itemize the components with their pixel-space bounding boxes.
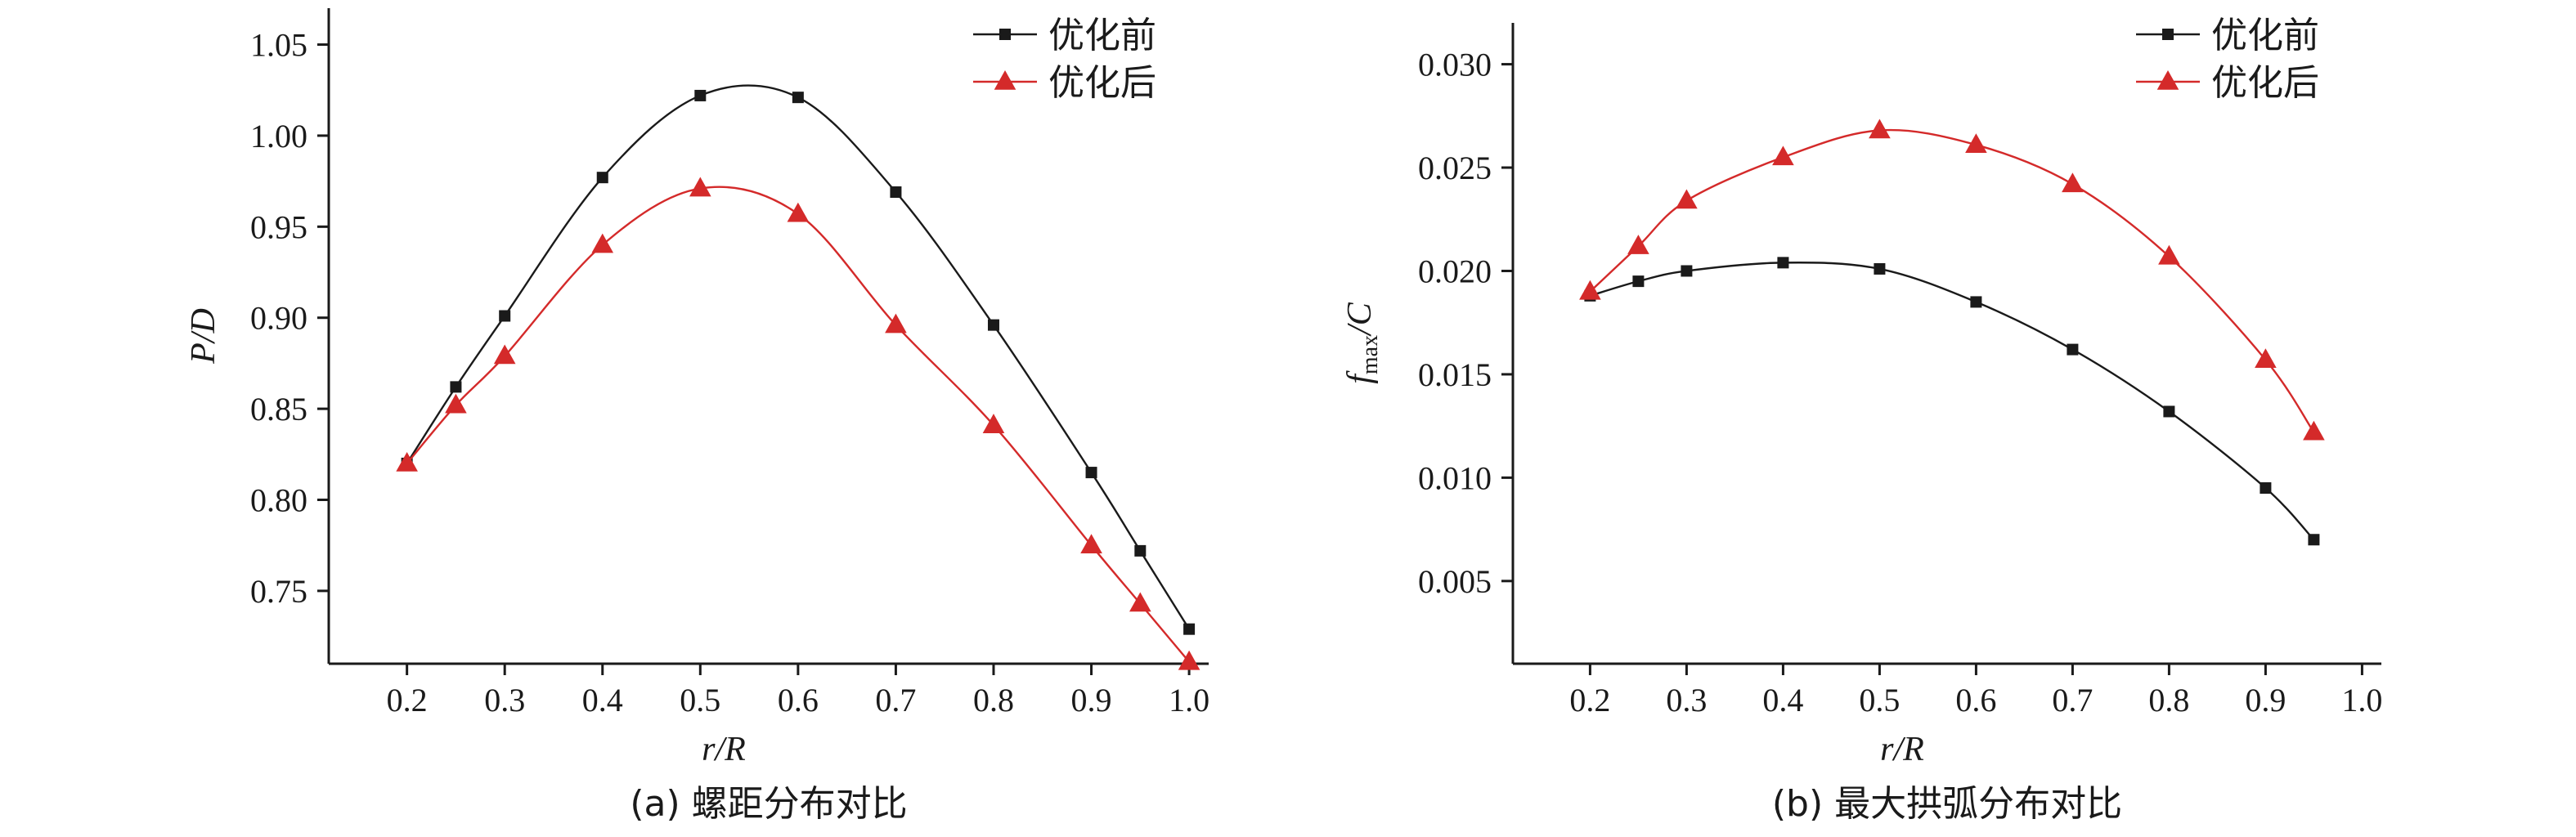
x-tick-label: 0.2 <box>387 682 428 718</box>
y-tick-label: 0.005 <box>1418 563 1492 600</box>
x-tick-label: 0.3 <box>1666 682 1707 718</box>
data-point-before <box>1134 544 1147 557</box>
y-tick-label: 1.00 <box>250 118 307 154</box>
data-point-after <box>396 451 418 472</box>
data-point-after <box>689 177 711 197</box>
data-point-after <box>1178 650 1200 670</box>
x-tick-label: 0.2 <box>1569 682 1610 718</box>
data-point-after <box>2062 172 2084 193</box>
y-tick-label: 0.015 <box>1418 356 1492 393</box>
data-point-after <box>1772 145 1794 166</box>
y-tick-label: 0.030 <box>1418 47 1492 83</box>
y-tick-label: 0.90 <box>250 300 307 337</box>
legend-marker-square <box>999 29 1011 40</box>
data-point-before <box>1632 275 1645 288</box>
data-point-after <box>1869 119 1891 139</box>
data-point-after <box>2158 244 2180 265</box>
data-point-after <box>885 313 907 333</box>
legend-label: 优化后 <box>2211 62 2319 104</box>
x-tick-label: 0.7 <box>2052 682 2093 718</box>
x-tick-label: 1.0 <box>1169 682 1209 718</box>
data-point-before <box>2163 405 2175 418</box>
data-point-before <box>1183 623 1196 635</box>
y-tick-label: 0.80 <box>250 482 307 519</box>
x-tick-label: 0.7 <box>875 682 916 718</box>
x-tick-label: 0.8 <box>2148 682 2189 718</box>
data-point-before <box>596 172 608 184</box>
x-tick-label: 0.6 <box>1955 682 1996 718</box>
data-point-before <box>1970 296 1982 308</box>
chart-pitch-distribution: 0.2 0.3 0.4 0.5 0.6 0.7 0.8 0.9 1.0 0.75 0.80 0.85 0… <box>185 8 1209 825</box>
y-axis-label: P/D <box>185 308 222 365</box>
data-point-after <box>1080 534 1102 553</box>
series-line-after <box>1589 128 2315 433</box>
x-tick-label: 0.8 <box>973 682 1014 718</box>
data-point-after <box>1627 235 1649 254</box>
y-axis-label-rest: /C <box>1341 302 1379 337</box>
y-tick-label: 0.75 <box>250 573 307 610</box>
x-tick-label: 0.4 <box>582 682 623 718</box>
data-point-before <box>987 319 999 331</box>
x-axis-label: r/R <box>1880 731 1924 768</box>
legend-marker-triangle <box>994 70 1016 90</box>
data-point-after <box>1965 133 1987 154</box>
x-tick-label: 1.0 <box>2341 682 2382 718</box>
y-axis-label-subscript: max <box>1358 335 1383 374</box>
legend-label: 优化前 <box>2211 15 2319 56</box>
data-point-after <box>2303 420 2325 441</box>
data-point-after <box>982 414 1005 433</box>
legend-label: 优化前 <box>1048 15 1156 56</box>
data-point-after <box>445 393 467 414</box>
y-tick-label: 0.010 <box>1418 459 1492 496</box>
data-point-after <box>2255 348 2277 369</box>
data-point-after <box>1129 592 1151 612</box>
data-point-before <box>2067 343 2079 356</box>
data-point-before <box>2260 482 2272 495</box>
data-point-before <box>792 92 804 104</box>
y-axis-label: fmax/C <box>1341 302 1383 384</box>
y-tick-label: 0.020 <box>1418 253 1492 289</box>
x-tick-label: 0.6 <box>778 682 819 718</box>
series-line-before <box>1590 262 2315 541</box>
x-tick-label: 0.5 <box>1859 682 1900 718</box>
x-tick-label: 0.9 <box>1071 682 1112 718</box>
legend-marker-triangle <box>2156 70 2179 90</box>
legend-label: 优化后 <box>1048 62 1156 104</box>
data-point-before <box>1777 257 1789 269</box>
x-tick-label: 0.3 <box>484 682 525 718</box>
data-point-after <box>1579 280 1601 300</box>
x-tick-label: 0.4 <box>1762 682 1803 718</box>
data-point-before <box>499 310 511 322</box>
x-axis-label: r/R <box>702 731 746 768</box>
y-tick-label: 1.05 <box>250 27 307 64</box>
data-point-after <box>787 202 810 222</box>
data-point-before <box>450 381 462 393</box>
series-line-after <box>406 186 1191 663</box>
data-point-before <box>694 89 707 101</box>
data-point-after <box>493 344 516 365</box>
data-point-before <box>1874 262 1886 275</box>
data-point-before <box>1085 467 1097 479</box>
data-point-before <box>2308 534 2320 546</box>
data-point-after <box>591 233 614 253</box>
data-point-before <box>890 186 902 199</box>
chart-camber-distribution: 0.2 0.3 0.4 0.5 0.6 0.7 0.8 0.9 1.0 0.005 0.010 0.0… <box>1341 15 2382 825</box>
y-tick-label: 0.95 <box>250 208 307 245</box>
x-tick-label: 0.5 <box>680 682 720 718</box>
data-point-before <box>1681 265 1693 277</box>
figure-caption: (b) 最大拱弧分布对比 <box>1772 783 2122 825</box>
data-point-after <box>1676 189 1698 209</box>
x-tick-label: 0.9 <box>2245 682 2286 718</box>
legend-marker-square <box>2162 29 2174 40</box>
y-tick-label: 0.85 <box>250 391 307 427</box>
figure-caption: (a) 螺距分布对比 <box>630 783 907 825</box>
series-line-before <box>406 84 1191 630</box>
y-tick-label: 0.025 <box>1418 150 1492 186</box>
